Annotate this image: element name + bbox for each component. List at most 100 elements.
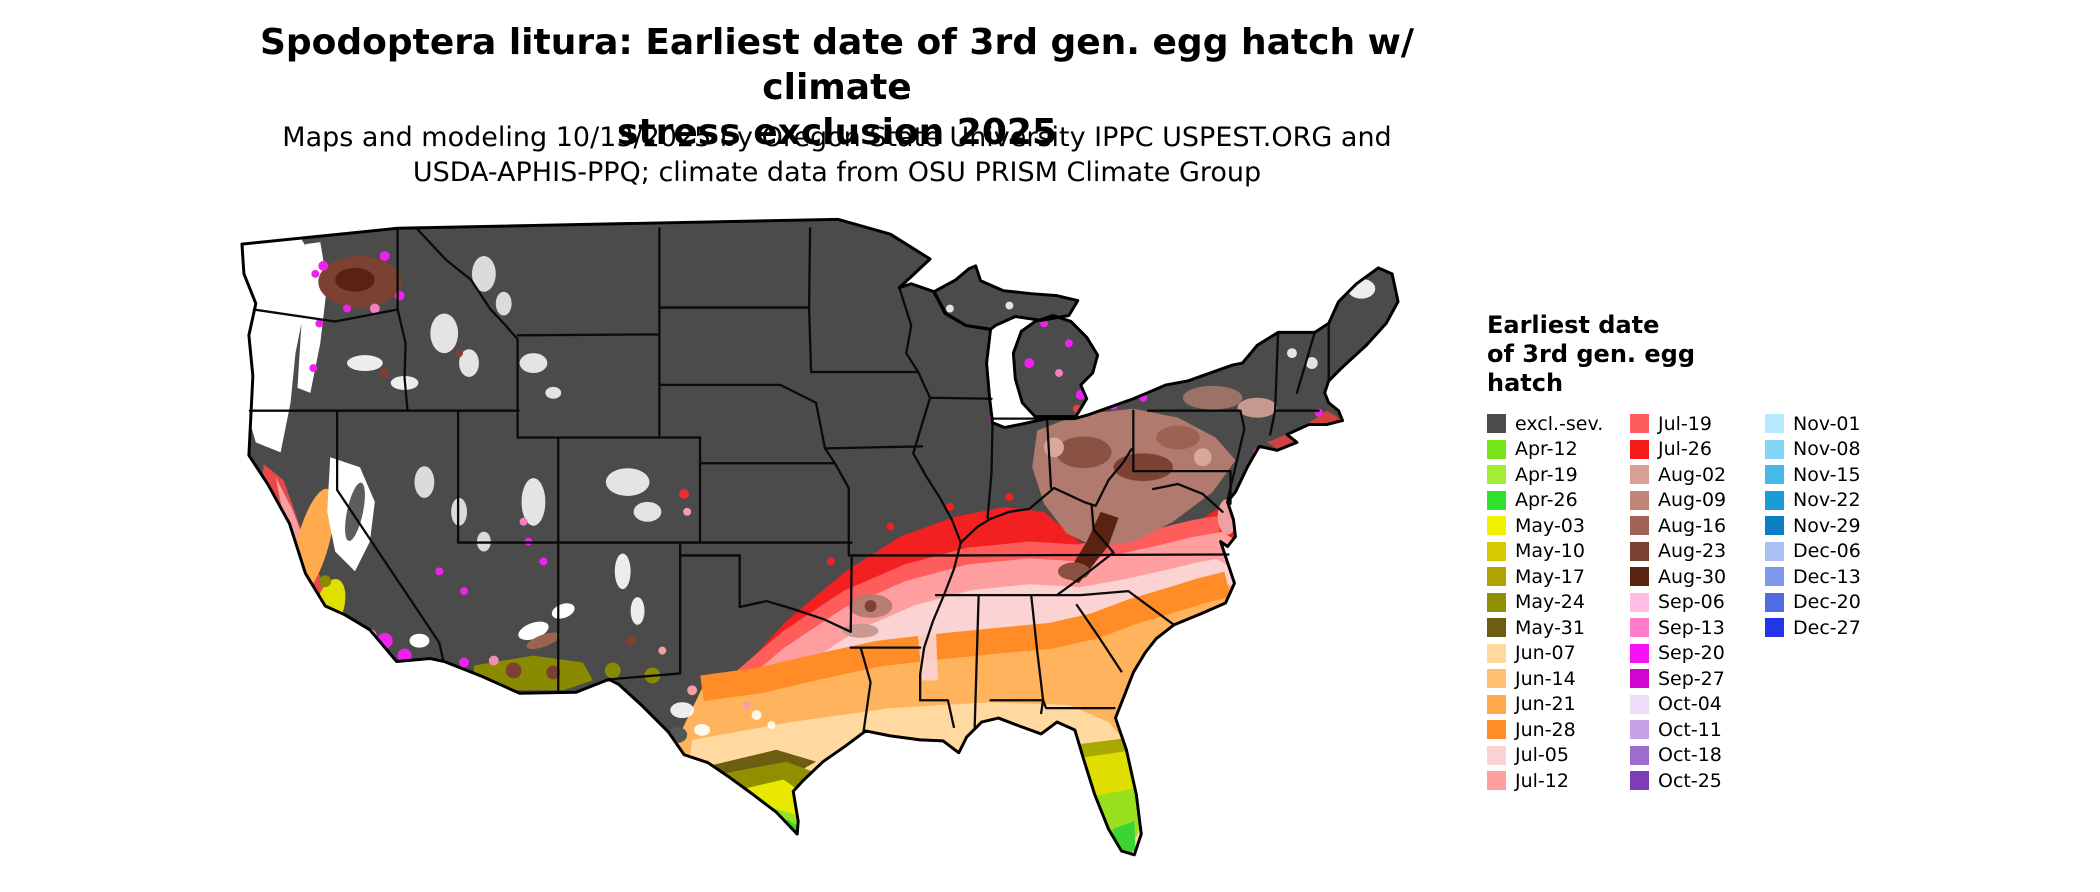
legend-swatch [1487,771,1506,791]
legend-label: Jun-14 [1515,667,1576,690]
legend-label: May-03 [1515,514,1585,537]
legend-label: Jun-07 [1515,642,1576,665]
legend-row: Aug-16 [1630,513,1765,539]
legend-swatch [1765,414,1784,434]
legend-label: Jul-12 [1515,769,1569,792]
legend-swatch [1630,516,1649,536]
legend-swatch [1630,771,1649,791]
legend-row: Sep-27 [1630,666,1765,692]
legend-label: Sep-06 [1658,591,1725,614]
legend-label: excl.-sev. [1515,412,1604,435]
choropleth-fills [241,219,1399,855]
legend-row: Jul-26 [1630,437,1765,463]
legend-row: Jul-12 [1487,768,1630,794]
legend-col-3: Nov-01 Nov-08 Nov-15 Nov-22 Nov-29 Dec-06 Dec-… [1765,411,1887,794]
legend-row: Oct-04 [1630,692,1765,718]
legend-label: Jul-19 [1658,412,1712,435]
legend-swatch [1765,618,1784,638]
legend-label: May-31 [1515,616,1585,639]
legend-label: Oct-25 [1658,769,1722,792]
legend-label: Aug-02 [1658,463,1727,486]
legend-swatch [1630,490,1649,510]
legend-swatch [1765,439,1784,459]
legend-swatch [1487,669,1506,689]
legend-swatch [1487,490,1506,510]
legend-row: Jun-14 [1487,666,1630,692]
map-subtitle-line1: Maps and modeling 10/13/2025 by Oregon S… [282,122,1392,153]
legend-row: Dec-20 [1765,590,1887,616]
legend-row: Dec-27 [1765,615,1887,641]
legend-row: Dec-06 [1765,539,1887,565]
legend-row: Nov-15 [1765,462,1887,488]
legend-row: May-03 [1487,513,1630,539]
legend-swatch [1630,465,1649,485]
legend-label: Nov-15 [1793,463,1861,486]
legend-swatch [1487,592,1506,612]
legend-swatch [1487,541,1506,561]
legend-row: May-10 [1487,539,1630,565]
legend-swatch [1630,694,1649,714]
legend-row: Jun-07 [1487,641,1630,667]
legend-swatch [1765,490,1784,510]
legend-label: Oct-11 [1658,718,1722,741]
legend-title-line3: hatch [1487,369,1564,397]
legend-row: Dec-13 [1765,564,1887,590]
legend-label: Aug-23 [1658,540,1727,563]
legend-row: Oct-25 [1630,768,1765,794]
legend-label: Dec-27 [1793,616,1861,639]
legend-swatch [1487,516,1506,536]
legend-label: Aug-09 [1658,489,1727,512]
legend-row: Apr-19 [1487,462,1630,488]
legend-swatch [1630,618,1649,638]
legend-label: Oct-04 [1658,693,1722,716]
legend-row: Nov-01 [1765,411,1887,437]
legend-row: Sep-06 [1630,590,1765,616]
map-subtitle-line2: USDA-APHIS-PPQ; climate data from OSU PR… [412,157,1262,188]
legend-row: Apr-26 [1487,488,1630,514]
legend-label: May-10 [1515,540,1585,563]
legend-label: Sep-13 [1658,616,1725,639]
legend-swatch [1487,439,1506,459]
legend-swatch [1765,592,1784,612]
legend-row: Nov-08 [1765,437,1887,463]
us-map [240,217,1400,857]
legend-swatch [1630,592,1649,612]
legend-row: Sep-20 [1630,641,1765,667]
legend-swatch [1765,465,1784,485]
legend-label: Sep-20 [1658,642,1725,665]
legend-row: Oct-18 [1630,743,1765,769]
legend-row: Apr-12 [1487,437,1630,463]
legend-swatch [1487,465,1506,485]
legend-row: May-24 [1487,590,1630,616]
legend-swatch [1487,720,1506,740]
legend-swatch [1630,745,1649,765]
legend-swatch [1630,414,1649,434]
map-subtitle: Maps and modeling 10/13/2025 by Oregon S… [237,120,1437,190]
legend-col-2: Jul-19 Jul-26 Aug-02 Aug-09 Aug-16 Aug-23 Aug-… [1630,411,1765,794]
legend-label: Dec-20 [1793,591,1861,614]
legend-label: Apr-19 [1515,463,1578,486]
legend-swatch [1765,541,1784,561]
legend-label: Aug-16 [1658,514,1727,537]
legend-row: Aug-30 [1630,564,1765,590]
legend-label: May-17 [1515,565,1585,588]
legend-title-line2: of 3rd gen. egg [1487,340,1696,368]
legend-label: Apr-12 [1515,438,1578,461]
legend-row: Jul-05 [1487,743,1630,769]
legend-row: Jun-28 [1487,717,1630,743]
legend-row: Oct-11 [1630,717,1765,743]
legend-row: Aug-23 [1630,539,1765,565]
legend-label: Nov-22 [1793,489,1861,512]
us-map-container [236,214,1406,884]
legend-row: May-17 [1487,564,1630,590]
legend-title-line1: Earliest date [1487,311,1660,339]
legend-row: Aug-02 [1630,462,1765,488]
legend: Earliest date of 3rd gen. egg hatch excl… [1487,311,1887,794]
legend-row: Sep-13 [1630,615,1765,641]
legend-swatch [1765,567,1784,587]
legend-label: Oct-18 [1658,744,1722,767]
legend-label: Aug-30 [1658,565,1727,588]
us-map-outline [240,217,1400,857]
legend-swatch [1630,720,1649,740]
